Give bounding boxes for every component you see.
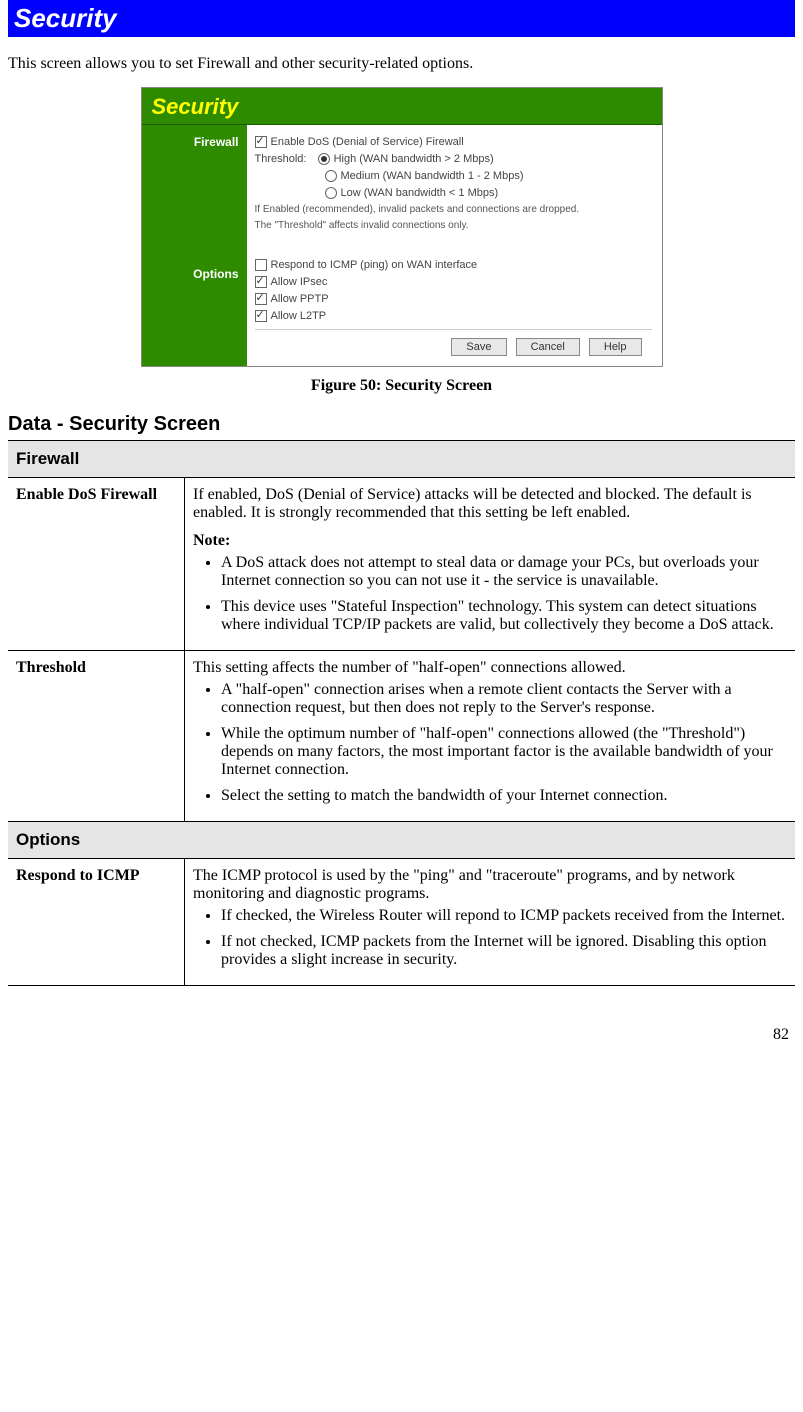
desc-respond-icmp-p1: The ICMP protocol is used by the "ping" … bbox=[193, 867, 787, 903]
list-item: While the optimum number of "half-open" … bbox=[221, 725, 787, 779]
term-threshold: Threshold bbox=[8, 651, 185, 822]
page-number: 82 bbox=[8, 1026, 795, 1044]
respond-icmp-label: Respond to ICMP (ping) on WAN interface bbox=[271, 259, 478, 271]
screenshot-note2: The "Threshold" affects invalid connecti… bbox=[255, 220, 652, 232]
table-row: Threshold This setting affects the numbe… bbox=[8, 651, 795, 822]
enable-dos-label: Enable DoS (Denial of Service) Firewall bbox=[271, 136, 464, 148]
desc-respond-icmp: The ICMP protocol is used by the "ping" … bbox=[185, 859, 796, 986]
allow-ipsec-checkbox[interactable] bbox=[255, 276, 267, 288]
figure-caption: Figure 50: Security Screen bbox=[8, 377, 795, 395]
desc-enable-dos-p1: If enabled, DoS (Denial of Service) atta… bbox=[193, 486, 787, 522]
threshold-label: Threshold: bbox=[255, 152, 315, 166]
threshold-low-label: Low (WAN bandwidth < 1 Mbps) bbox=[341, 187, 499, 199]
list-item: This device uses "Stateful Inspection" t… bbox=[221, 598, 787, 634]
list-item: If not checked, ICMP packets from the In… bbox=[221, 933, 787, 969]
term-respond-icmp: Respond to ICMP bbox=[8, 859, 185, 986]
screenshot-sidebar: Firewall Options bbox=[142, 125, 247, 366]
respond-icmp-checkbox[interactable] bbox=[255, 259, 267, 271]
desc-threshold-p1: This setting affects the number of "half… bbox=[193, 659, 787, 677]
threshold-medium-radio[interactable] bbox=[325, 170, 337, 182]
allow-l2tp-label: Allow L2TP bbox=[271, 310, 327, 322]
figure-container: Security Firewall Options Enable DoS (De… bbox=[8, 87, 795, 367]
enable-dos-checkbox[interactable] bbox=[255, 136, 267, 148]
allow-pptp-label: Allow PPTP bbox=[271, 293, 329, 305]
note-label: Note: bbox=[193, 532, 787, 550]
threshold-high-label: High (WAN bandwidth > 2 Mbps) bbox=[334, 153, 494, 165]
desc-enable-dos: If enabled, DoS (Denial of Service) atta… bbox=[185, 478, 796, 651]
table-row: Respond to ICMP The ICMP protocol is use… bbox=[8, 859, 795, 986]
page-header: Security bbox=[8, 0, 795, 37]
sidebar-firewall-label: Firewall bbox=[142, 135, 247, 149]
section-heading: Data - Security Screen bbox=[8, 413, 795, 436]
list-item: If checked, the Wireless Router will rep… bbox=[221, 907, 787, 925]
group-options: Options bbox=[8, 822, 795, 859]
group-firewall: Firewall bbox=[8, 441, 795, 478]
list-item: A "half-open" connection arises when a r… bbox=[221, 681, 787, 717]
allow-l2tp-checkbox[interactable] bbox=[255, 310, 267, 322]
save-button[interactable]: Save bbox=[451, 338, 506, 356]
table-row: Enable DoS Firewall If enabled, DoS (Den… bbox=[8, 478, 795, 651]
threshold-high-radio[interactable] bbox=[318, 153, 330, 165]
threshold-low-radio[interactable] bbox=[325, 187, 337, 199]
desc-threshold: This setting affects the number of "half… bbox=[185, 651, 796, 822]
screenshot-title: Security bbox=[142, 88, 662, 125]
screenshot-button-bar: Save Cancel Help bbox=[255, 329, 652, 366]
cancel-button[interactable]: Cancel bbox=[516, 338, 580, 356]
table-group-row: Options bbox=[8, 822, 795, 859]
list-item: A DoS attack does not attempt to steal d… bbox=[221, 554, 787, 590]
help-button[interactable]: Help bbox=[589, 338, 642, 356]
allow-ipsec-label: Allow IPsec bbox=[271, 276, 328, 288]
term-enable-dos: Enable DoS Firewall bbox=[8, 478, 185, 651]
threshold-medium-label: Medium (WAN bandwidth 1 - 2 Mbps) bbox=[341, 170, 524, 182]
intro-text: This screen allows you to set Firewall a… bbox=[8, 55, 795, 73]
allow-pptp-checkbox[interactable] bbox=[255, 293, 267, 305]
screenshot-main: Enable DoS (Denial of Service) Firewall … bbox=[247, 125, 662, 366]
security-data-table: Firewall Enable DoS Firewall If enabled,… bbox=[8, 440, 795, 986]
screenshot-note1: If Enabled (recommended), invalid packet… bbox=[255, 204, 652, 216]
sidebar-options-label: Options bbox=[142, 267, 247, 281]
security-screenshot: Security Firewall Options Enable DoS (De… bbox=[141, 87, 663, 367]
list-item: Select the setting to match the bandwidt… bbox=[221, 787, 787, 805]
table-group-row: Firewall bbox=[8, 441, 795, 478]
